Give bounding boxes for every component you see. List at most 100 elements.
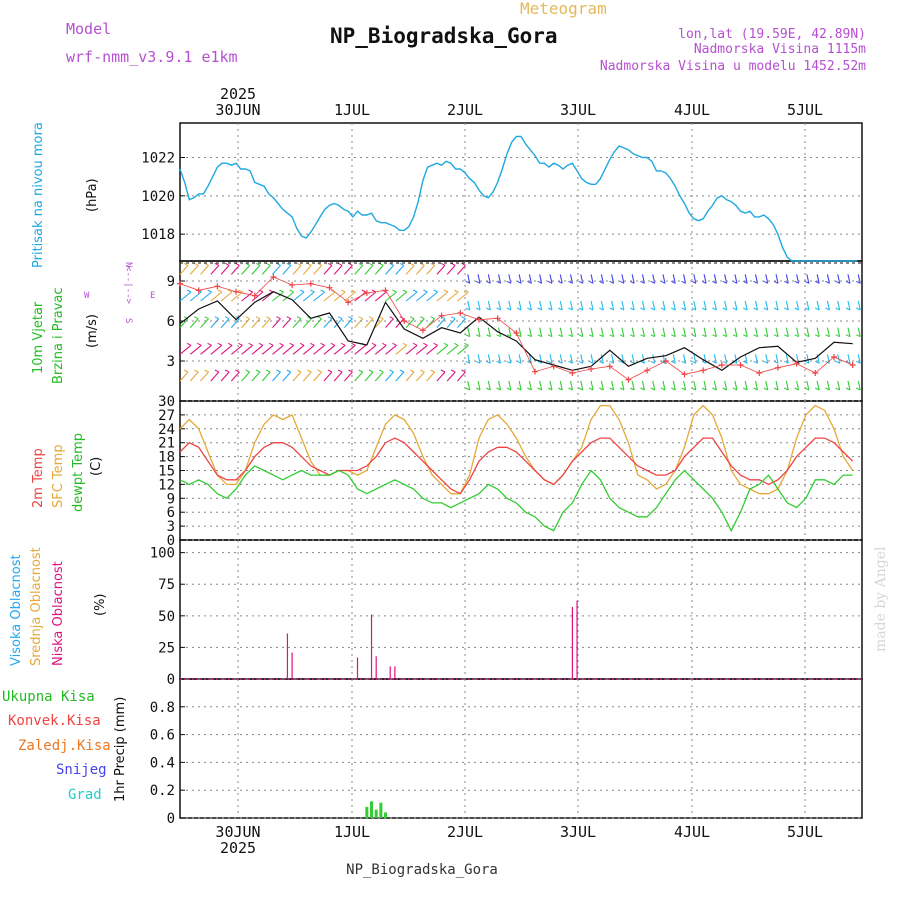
wind-barb-head [640, 387, 645, 391]
y-tick-label: 75 [158, 577, 175, 593]
wind-barb-head [496, 334, 501, 338]
y-tick-label: 25 [158, 640, 175, 656]
wind-barb-head [712, 280, 717, 284]
pressure-unit-label: (hPa) [85, 178, 100, 212]
wind-barb-head [701, 387, 707, 391]
sfc-temp-line [179, 404, 854, 495]
wind-barb [457, 264, 466, 275]
wind-barb-head [722, 334, 727, 338]
wind-barb-head [340, 289, 346, 293]
wind-barb-head [496, 307, 501, 311]
compass-s-label: S [123, 318, 133, 323]
wind-unit-label: (m/s) [85, 314, 100, 348]
wind-barb [775, 327, 779, 337]
wind-barb-head [389, 316, 394, 320]
wind-barb-head [224, 369, 230, 373]
wind-barb-head [423, 289, 428, 293]
wind-barb-head [845, 387, 851, 391]
wind-barb [344, 291, 356, 302]
wind-barb [724, 274, 728, 284]
wind-barb [241, 264, 251, 275]
wind-barb [220, 371, 230, 382]
wind-barb [713, 354, 717, 364]
bottom-date-label: 2JUL [447, 823, 483, 841]
wind-barb [847, 327, 851, 337]
wind-barb-head [486, 307, 491, 311]
wind-barb-head [804, 387, 810, 391]
wind-barb-head [361, 289, 366, 293]
pressure-vertical-label: Pritisak na nivou mora [31, 122, 46, 268]
wind-barb-head [420, 262, 425, 266]
wind-barb [302, 344, 315, 355]
wind-barb-head [558, 360, 563, 364]
wind-barb [313, 344, 325, 355]
wind-barb [426, 371, 436, 382]
wind-barb [765, 327, 769, 337]
wind-barb [785, 300, 789, 311]
compass-arrows: <--|--> [123, 266, 133, 305]
wind-barb [590, 274, 594, 284]
wind-barb [703, 274, 707, 284]
wind-barb-head [825, 307, 830, 311]
wind-barb [220, 318, 230, 329]
wind-barb-head [464, 342, 469, 346]
wind-barb [200, 371, 209, 382]
wind-barb-head [368, 316, 374, 320]
wind-barb-head [527, 334, 532, 338]
wind-barb [785, 354, 789, 364]
wind-barb [220, 344, 233, 355]
wind-barb-head [794, 334, 799, 338]
wind-barb-head [310, 342, 315, 346]
wind-barb [436, 344, 449, 355]
wind-barb-head [268, 342, 274, 346]
cloud-panel: 0 25 50 75 100 [150, 540, 862, 688]
wind-barb-head [629, 307, 635, 311]
wind-barb [333, 291, 346, 302]
wind-barb [220, 264, 230, 275]
wind-barb [765, 300, 769, 311]
wind-barb-head [691, 280, 697, 284]
wind-barb [323, 291, 336, 302]
wind-barb-head [258, 342, 264, 346]
wind-barb-head [712, 307, 717, 311]
wind-barb [528, 327, 532, 337]
wind-barb [189, 344, 202, 355]
wind-barb-head [763, 334, 768, 338]
wind-barb [487, 300, 491, 311]
wind-barb-head [732, 334, 738, 338]
gust-line [179, 276, 853, 381]
wind-barb [837, 300, 841, 311]
wind-barb [426, 291, 438, 302]
wind-barb [508, 354, 512, 364]
wind-barb-head [453, 342, 459, 346]
wind-barb [405, 371, 415, 382]
cloud-axis-labels: Visoka Oblacnost Srednja Oblacnost Niska… [9, 547, 108, 666]
y-tick-label: 0.8 [150, 700, 175, 716]
wind-label-1: 10m Vjetar [31, 301, 46, 374]
wind-barb [816, 274, 820, 284]
wind-barb-head [337, 262, 343, 266]
compass-w-label: W [84, 291, 90, 301]
wind-barb [641, 354, 645, 364]
bottom-year-label: 2025 [220, 839, 256, 857]
wind-barb [344, 371, 353, 382]
wind-barb [621, 274, 625, 284]
top-date-label: 3JUL [560, 101, 596, 119]
bottom-date-label: 3JUL [560, 823, 596, 841]
wind-barb [200, 291, 212, 302]
wind-barb-head [440, 262, 446, 266]
wind-barb [683, 380, 687, 391]
wind-barb [405, 344, 418, 355]
wind-barb-head [547, 280, 553, 284]
wind-barb [600, 300, 604, 311]
dewpt-line [179, 465, 853, 533]
wind-barb [446, 291, 459, 302]
wind-barb [313, 264, 323, 275]
wind-barb-head [307, 262, 312, 266]
wind-barb [703, 380, 707, 391]
wind-barb-head [660, 387, 666, 391]
wind-barb-head [430, 262, 435, 266]
wind-barb [189, 371, 199, 382]
y-tick-label: 100 [150, 546, 175, 562]
wind-barb-head [671, 280, 676, 284]
